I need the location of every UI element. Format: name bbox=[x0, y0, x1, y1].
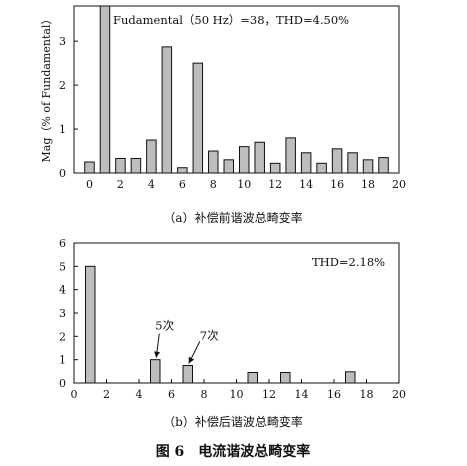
bar-b-17 bbox=[345, 371, 356, 384]
bar-a-5 bbox=[161, 46, 173, 174]
ylabel-a: Mag（% of Fundamental） bbox=[40, 14, 53, 163]
bar-a-4 bbox=[146, 139, 157, 174]
bar-a-6 bbox=[177, 167, 188, 174]
bar-a-9 bbox=[223, 159, 235, 174]
bar-a-14 bbox=[300, 152, 312, 174]
bar-a-10 bbox=[238, 146, 250, 174]
bar-a-18 bbox=[362, 159, 374, 174]
bar-a-19 bbox=[378, 157, 389, 174]
callout-label: 7次 bbox=[200, 329, 219, 343]
x-tick-label-a: 18 bbox=[361, 178, 375, 191]
figure-title: 图 6 电流谐波总畸变率 bbox=[156, 443, 311, 460]
annotation-b: THD=2.18% bbox=[312, 255, 385, 269]
x-tick-label-a: 4 bbox=[148, 178, 155, 191]
plot-frame-a bbox=[73, 5, 400, 174]
callouts-b: 5次 7次 bbox=[154, 319, 219, 364]
bar-a-13 bbox=[285, 137, 296, 174]
bar-a-1 bbox=[99, 5, 111, 174]
y-tick-label-a: 0 bbox=[59, 167, 66, 180]
x-tick-label-b: 4 bbox=[136, 388, 143, 401]
bars-b bbox=[85, 265, 356, 384]
bar-a-3 bbox=[130, 157, 142, 174]
x-tick-label-b: 14 bbox=[295, 388, 309, 401]
bar-a-8 bbox=[208, 150, 219, 174]
x-tick-label-b: 0 bbox=[71, 388, 78, 401]
x-tick-label-b: 10 bbox=[230, 388, 244, 401]
x-tick-label-a: 10 bbox=[237, 178, 251, 191]
y-tick-label-b: 6 bbox=[59, 237, 66, 250]
x-tick-label-a: 12 bbox=[268, 178, 282, 191]
caption-a: （a）补偿前谐波总畸变率 bbox=[163, 210, 302, 225]
x-tick-label-b: 8 bbox=[201, 388, 208, 401]
x-tick-label-b: 12 bbox=[262, 388, 276, 401]
y-tick-label-b: 1 bbox=[59, 354, 66, 367]
bar-a-16 bbox=[331, 148, 343, 174]
callout-arrow-head bbox=[188, 356, 195, 364]
bar-a-0 bbox=[84, 161, 95, 174]
y-tick-label-a: 2 bbox=[59, 79, 66, 92]
callout-arrow-head bbox=[154, 351, 160, 358]
x-tick-label-a: 0 bbox=[86, 178, 93, 191]
bar-a-11 bbox=[254, 141, 265, 174]
x-tick-label-a: 2 bbox=[117, 178, 124, 191]
caption-b: （b）补偿后谐波总畸变率 bbox=[163, 414, 303, 429]
y-tick-label-b: 4 bbox=[59, 284, 66, 297]
bars-a bbox=[84, 5, 389, 174]
bar-a-7 bbox=[192, 62, 204, 174]
x-tick-label-a: 8 bbox=[210, 178, 217, 191]
bar-b-1 bbox=[85, 265, 96, 384]
x-tick-label-a: 14 bbox=[299, 178, 313, 191]
x-tick-label-b: 20 bbox=[392, 388, 406, 401]
y-tick-label-b: 2 bbox=[59, 330, 66, 343]
x-tick-label-a: 20 bbox=[392, 178, 406, 191]
callout-label: 5次 bbox=[155, 319, 174, 333]
y-tick-label-b: 0 bbox=[59, 377, 66, 390]
y-tick-label-a: 3 bbox=[59, 35, 66, 48]
x-tick-label-a: 6 bbox=[179, 178, 186, 191]
y-tick-label-b: 3 bbox=[59, 307, 66, 320]
bar-a-2 bbox=[115, 157, 126, 174]
x-tick-label-b: 16 bbox=[327, 388, 341, 401]
x-tick-label-b: 2 bbox=[103, 388, 110, 401]
y-tick-label-b: 5 bbox=[59, 260, 66, 273]
bar-a-17 bbox=[347, 152, 358, 174]
bar-b-7 bbox=[182, 365, 193, 384]
bar-a-12 bbox=[269, 162, 281, 174]
bar-b-5 bbox=[150, 359, 161, 384]
x-tick-label-b: 18 bbox=[360, 388, 374, 401]
bar-b-13 bbox=[280, 372, 291, 384]
bar-a-15 bbox=[316, 162, 327, 174]
x-tick-label-b: 6 bbox=[168, 388, 175, 401]
bar-b-11 bbox=[247, 372, 258, 384]
x-tick-label-a: 16 bbox=[330, 178, 344, 191]
y-tick-label-a: 1 bbox=[59, 123, 66, 136]
annotation-a: Fudamental（50 Hz）=38，THD=4.50% bbox=[113, 13, 349, 27]
